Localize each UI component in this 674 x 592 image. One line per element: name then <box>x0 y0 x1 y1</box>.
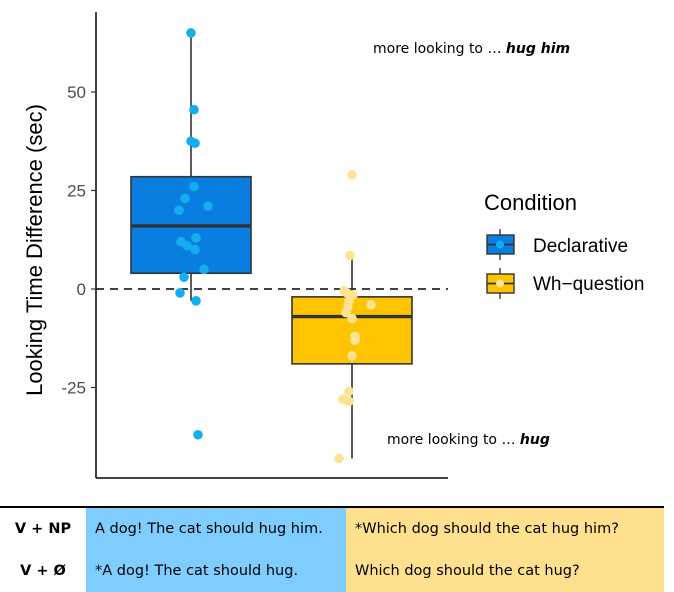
row-header: V + NP <box>14 521 72 537</box>
box-plot: -25 0 25 50 Looking Time Difference (sec) m… <box>22 12 644 479</box>
data-point <box>189 181 199 192</box>
data-point <box>344 386 354 397</box>
y-tick-label: 50 <box>67 83 86 102</box>
data-point <box>350 335 360 346</box>
data-point <box>191 296 201 306</box>
table-row: V + NP A dog! The cat should hug him. *W… <box>0 508 664 550</box>
data-point <box>341 307 351 318</box>
data-point <box>347 169 357 180</box>
declarative-cell: *A dog! The cat should hug. <box>86 550 346 592</box>
annotation-bottom: more looking to … hug <box>387 432 550 448</box>
row-header: V + Ø <box>20 563 66 579</box>
y-tick-label: 25 <box>67 182 86 201</box>
whquestion-cell: Which dog should the cat hug? <box>346 550 664 592</box>
data-point <box>189 104 199 115</box>
data-point <box>190 244 200 255</box>
legend-label-whquestion: Wh−question <box>533 274 644 295</box>
data-point <box>347 351 357 361</box>
data-point <box>334 453 344 464</box>
y-tick-label: 0 <box>77 280 86 299</box>
data-point <box>199 264 209 275</box>
points-layer <box>174 28 376 464</box>
legend-label-declarative: Declarative <box>533 236 628 257</box>
table-row: V + Ø *A dog! The cat should hug. Which … <box>0 550 664 592</box>
y-ticks: -25 0 25 50 <box>61 83 96 398</box>
annotation-top: more looking to … hug him <box>373 41 570 57</box>
y-tick-label: -25 <box>61 379 86 398</box>
condition-table: V + NP A dog! The cat should hug him. *W… <box>0 506 664 592</box>
legend-title: Condition <box>484 190 577 215</box>
data-point <box>193 429 203 440</box>
data-point <box>190 138 200 149</box>
declarative-cell: A dog! The cat should hug him. <box>86 508 346 550</box>
data-point <box>186 28 196 38</box>
legend-key-declarative <box>486 229 515 260</box>
legend: Condition Declarative Wh−question <box>484 190 644 299</box>
box-layer <box>130 32 413 459</box>
y-axis-label: Looking Time Difference (sec) <box>22 104 47 396</box>
legend-key-whquestion <box>486 268 515 299</box>
data-point <box>182 240 192 251</box>
data-point <box>175 288 185 298</box>
data-point <box>203 201 213 212</box>
data-point <box>191 232 201 243</box>
data-point <box>345 250 355 261</box>
data-point <box>179 272 189 282</box>
data-point <box>366 299 376 310</box>
data-point <box>180 193 190 204</box>
whquestion-cell: *Which dog should the cat hug him? <box>346 508 664 550</box>
data-point <box>347 313 357 324</box>
data-point <box>174 205 184 215</box>
data-point <box>344 396 354 407</box>
